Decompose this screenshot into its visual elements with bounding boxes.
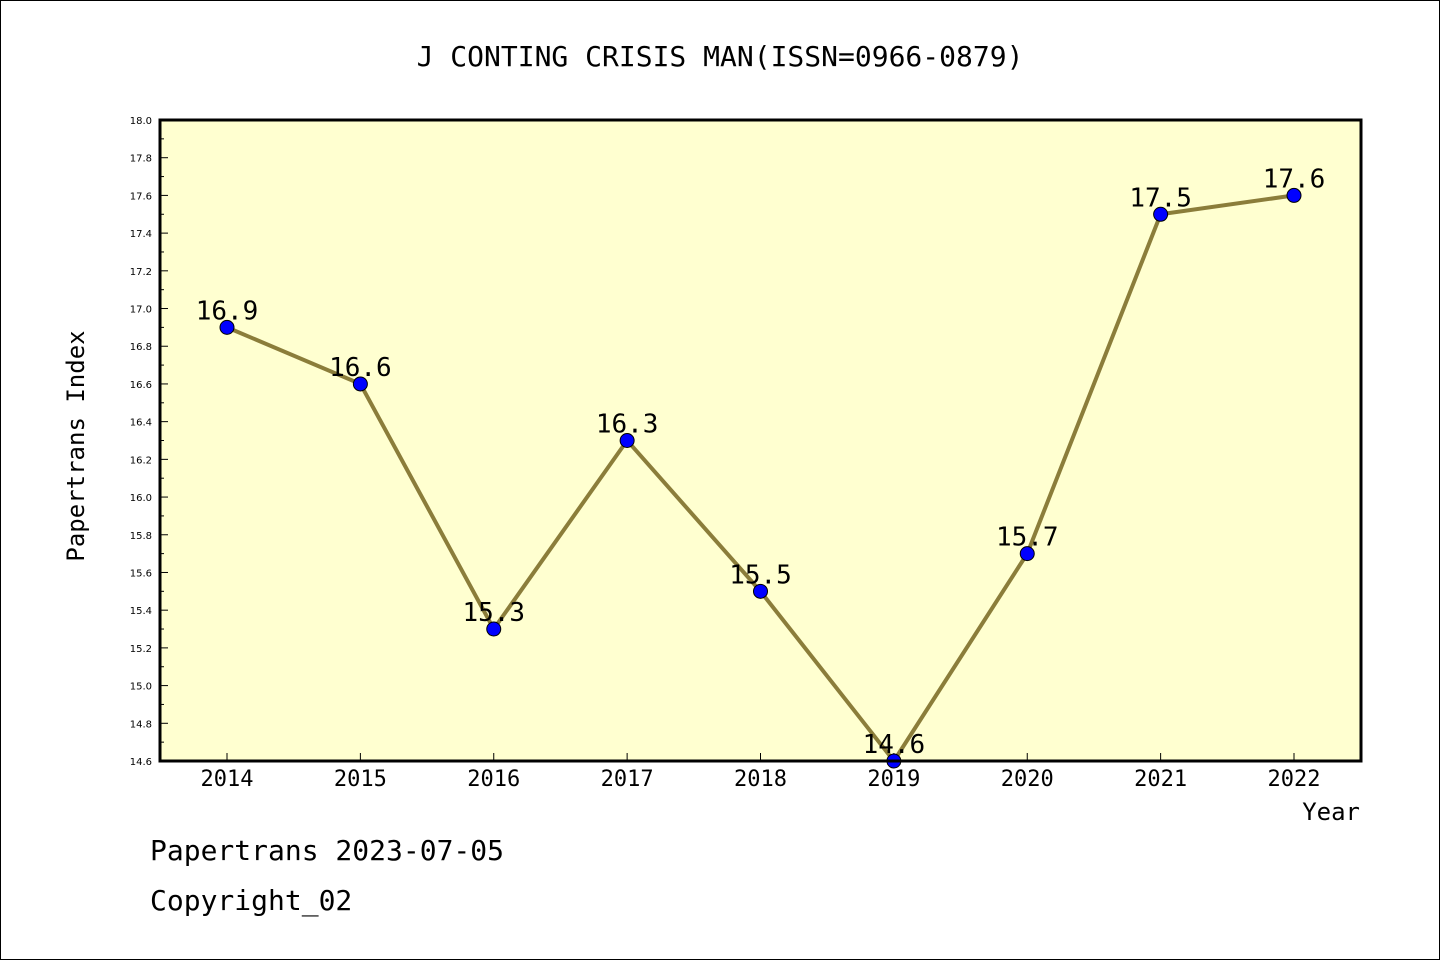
- y-tick-label: 16.0: [130, 493, 152, 504]
- x-tick-label: 2016: [467, 767, 520, 792]
- y-tick-label: 17.4: [130, 229, 152, 240]
- chart-title: J CONTING CRISIS MAN(ISSN=0966-0879): [417, 40, 1024, 73]
- y-tick-label: 15.6: [130, 568, 152, 579]
- y-tick-label: 17.8: [130, 154, 152, 165]
- x-tick-label: 2018: [734, 767, 787, 792]
- data-label: 16.3: [596, 410, 659, 440]
- x-axis: 2014 2015 2016 2017 2018 2019 2020 2021 2022: [201, 753, 1321, 792]
- data-point: [753, 583, 768, 599]
- y-tick-label: 15.0: [130, 682, 152, 693]
- x-tick-label: 2017: [601, 767, 654, 792]
- y-axis-label: Papertrans Index: [62, 330, 90, 561]
- data-label: 17.5: [1129, 183, 1192, 213]
- y-tick-label: 16.6: [130, 380, 152, 391]
- data-labels-group: 16.9 16.6 15.3 16.3 15.5 14.6 15.7 17.5 17.6: [196, 164, 1326, 760]
- data-label: 16.6: [329, 353, 392, 383]
- y-axis: 14.6 14.8 15.0 15.2 15.4 15.6 15.8 16.0 16.2 16.4…: [130, 116, 168, 768]
- y-tick-label: 15.2: [130, 644, 152, 655]
- footer-date: Papertrans 2023-07-05: [150, 834, 505, 867]
- data-label: 17.6: [1263, 164, 1326, 194]
- y-tick-label: 18.0: [130, 116, 152, 127]
- data-label: 16.9: [196, 296, 259, 326]
- x-tick-label: 2022: [1268, 767, 1321, 792]
- data-label: 15.5: [729, 560, 792, 590]
- data-point: [1153, 206, 1169, 222]
- plot-border: [158, 118, 1363, 763]
- y-tick-label: 17.6: [130, 191, 152, 202]
- y-tick-label: 15.8: [130, 531, 152, 542]
- y-tick-label: 16.2: [130, 455, 152, 466]
- data-point: [486, 621, 502, 637]
- footer-copyright: Copyright_02: [150, 884, 353, 917]
- x-tick-label: 2019: [867, 767, 920, 792]
- x-axis-label: Year: [1302, 798, 1360, 826]
- data-label: 15.7: [996, 523, 1059, 553]
- y-tick-label: 14.8: [130, 719, 152, 730]
- y-tick-label: 17.0: [130, 305, 152, 316]
- y-tick-label: 17.2: [130, 267, 152, 278]
- x-tick-label: 2014: [201, 767, 254, 792]
- x-tick-label: 2021: [1134, 767, 1187, 792]
- data-point: [1019, 546, 1035, 562]
- data-point: [1286, 187, 1302, 203]
- series-points-group: [219, 187, 1302, 769]
- data-point: [352, 376, 368, 392]
- data-point: [219, 319, 235, 335]
- y-tick-label: 15.4: [130, 606, 152, 617]
- plot-area: [160, 120, 1361, 761]
- data-point: [619, 433, 635, 448]
- y-tick-label: 14.6: [130, 757, 152, 768]
- y-tick-label: 16.4: [130, 418, 152, 429]
- data-label: 14.6: [863, 730, 926, 760]
- data-label: 15.3: [462, 598, 525, 628]
- y-tick-label: 16.8: [130, 342, 152, 353]
- x-tick-label: 2015: [334, 767, 387, 792]
- x-tick-label: 2020: [1001, 767, 1054, 792]
